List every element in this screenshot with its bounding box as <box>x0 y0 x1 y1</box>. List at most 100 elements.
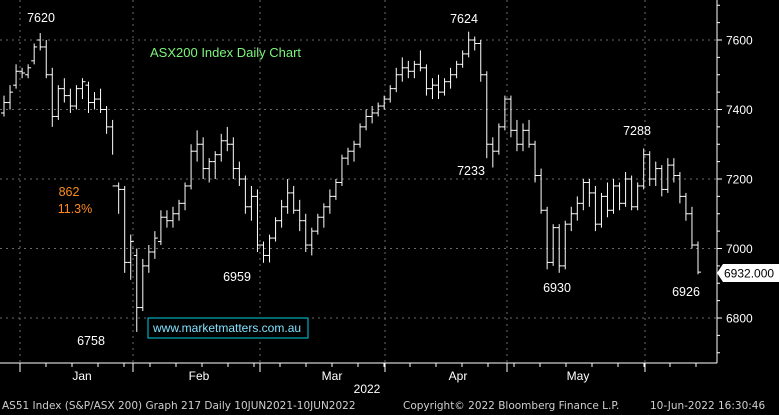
ohlc-bar <box>278 199 285 228</box>
ohlc-bar <box>314 213 321 235</box>
ohlc-bar <box>586 179 593 207</box>
y-tick-label-7400: 7400 <box>726 103 753 117</box>
ohlc-bar <box>417 50 424 72</box>
last-price-label: 6932.000 <box>724 267 774 281</box>
ohlc-bar <box>145 245 152 273</box>
ohlc-bar <box>344 147 351 166</box>
ohlc-bar <box>326 189 333 214</box>
ohlc-bar <box>194 130 201 162</box>
ohlc-bar <box>290 185 297 214</box>
ohlc-bar <box>272 217 279 242</box>
ohlc-bar <box>423 64 430 96</box>
ohlc-bar <box>519 123 526 152</box>
ohlc-bar <box>441 78 448 96</box>
y-tick-label-7200: 7200 <box>726 173 753 187</box>
annotation-6758: 6758 <box>77 334 105 348</box>
ohlc-bar <box>61 78 68 103</box>
ohlc-bar <box>411 60 418 79</box>
ohlc-bar <box>580 179 587 211</box>
ohlc-bar <box>37 33 44 51</box>
x-axis-ticks: Jan Feb Mar Apr May <box>19 363 697 383</box>
ohlc-bar <box>97 88 104 113</box>
ohlc-bar <box>369 106 376 124</box>
chart-title: ASX200 Index Daily Chart <box>150 45 301 60</box>
ohlc-bar <box>236 161 243 186</box>
annotation-6926: 6926 <box>672 285 700 299</box>
footer-security: AS51 Index (S&P/ASX 200) Graph 217 Daily… <box>2 400 356 412</box>
annotation-862: 862 <box>59 185 80 199</box>
price-chart: 7620 7624 7233 7288 6959 6930 6926 6758 862 11.3%… <box>0 0 779 398</box>
ohlc-bar <box>574 196 581 221</box>
ohlc-bar <box>121 185 128 273</box>
x-axis-year: 2022 <box>354 382 381 396</box>
ohlc-bar <box>206 158 213 183</box>
y-tick-label-6800: 6800 <box>726 312 753 326</box>
ohlc-bar <box>109 119 116 187</box>
ohlc-bar <box>550 224 557 266</box>
ohlc-bar <box>429 78 436 100</box>
bloomberg-footer: AS51 Index (S&P/ASX 200) Graph 217 Daily… <box>0 398 779 415</box>
ohlc-bar <box>127 234 134 280</box>
ohlc-bar <box>682 192 689 221</box>
ohlc-bar <box>646 151 653 186</box>
ohlc-bar <box>133 248 140 332</box>
ohlc-bar <box>55 85 62 120</box>
ohlc-bar <box>477 40 484 82</box>
ohlc-bar <box>338 154 345 186</box>
ohlc-bar <box>375 102 382 117</box>
x-month-label-apr: Apr <box>449 369 468 383</box>
ohlc-bar <box>302 213 309 252</box>
ohlc-bar <box>31 43 38 65</box>
ohlc-bar <box>658 165 665 197</box>
ohlc-bar <box>459 50 466 68</box>
ohlc-bar <box>381 95 388 110</box>
plot-background <box>0 0 779 398</box>
ohlc-bar <box>664 158 671 193</box>
ohlc-bar <box>489 137 496 168</box>
ohlc-bar <box>163 210 170 228</box>
ohlc-bar <box>544 206 551 270</box>
y-tick-label-7600: 7600 <box>726 34 753 48</box>
ohlc-bar <box>688 206 695 249</box>
ohlc-bar <box>628 175 635 211</box>
ohlc-bar <box>532 140 539 183</box>
x-month-label-feb: Feb <box>189 369 210 383</box>
annotation-7620: 7620 <box>27 11 55 25</box>
ohlc-bar <box>296 199 303 232</box>
ohlc-bar <box>49 67 56 127</box>
ohlc-bar <box>622 172 629 207</box>
ohlc-bar <box>634 182 641 211</box>
ohlc-bar <box>230 137 237 179</box>
ohlc-bar <box>242 175 249 214</box>
ohlc-bar <box>453 60 460 79</box>
ohlc-bar <box>182 182 189 211</box>
ohlc-bar <box>1 95 7 117</box>
ohlc-bar <box>200 137 207 179</box>
watermark-text: www.marketmatters.com.au <box>152 321 301 335</box>
ohlc-bar <box>103 106 110 134</box>
annotation-11.3pct: 11.3% <box>58 202 93 216</box>
ohlc-bar <box>139 258 146 312</box>
ohlc-bar <box>351 140 358 162</box>
ohlc-bar <box>19 67 26 79</box>
ohlc-bar <box>387 85 394 103</box>
ohlc-bar <box>13 64 20 89</box>
ohlc-bar <box>501 95 508 131</box>
ohlc-bar <box>308 227 315 256</box>
ohlc-bar <box>640 148 647 190</box>
ohlc-bar <box>176 199 183 221</box>
ohlc-bar <box>670 158 677 183</box>
ohlc-bar <box>151 231 158 259</box>
watermark-box <box>147 317 309 339</box>
ohlc-bar <box>538 168 545 214</box>
ohlc-bar <box>610 179 617 214</box>
annotation-6959: 6959 <box>223 270 251 284</box>
ohlc-bar <box>332 179 339 200</box>
ohlc-bar <box>604 182 611 218</box>
y-tick-label-7000: 7000 <box>726 242 753 256</box>
ohlc-bar <box>224 126 231 152</box>
x-month-label-jan: Jan <box>72 369 91 383</box>
ohlc-bar <box>188 144 195 190</box>
last-price-marker: 6932.000 <box>717 264 779 282</box>
annotation-6930: 6930 <box>543 281 571 295</box>
